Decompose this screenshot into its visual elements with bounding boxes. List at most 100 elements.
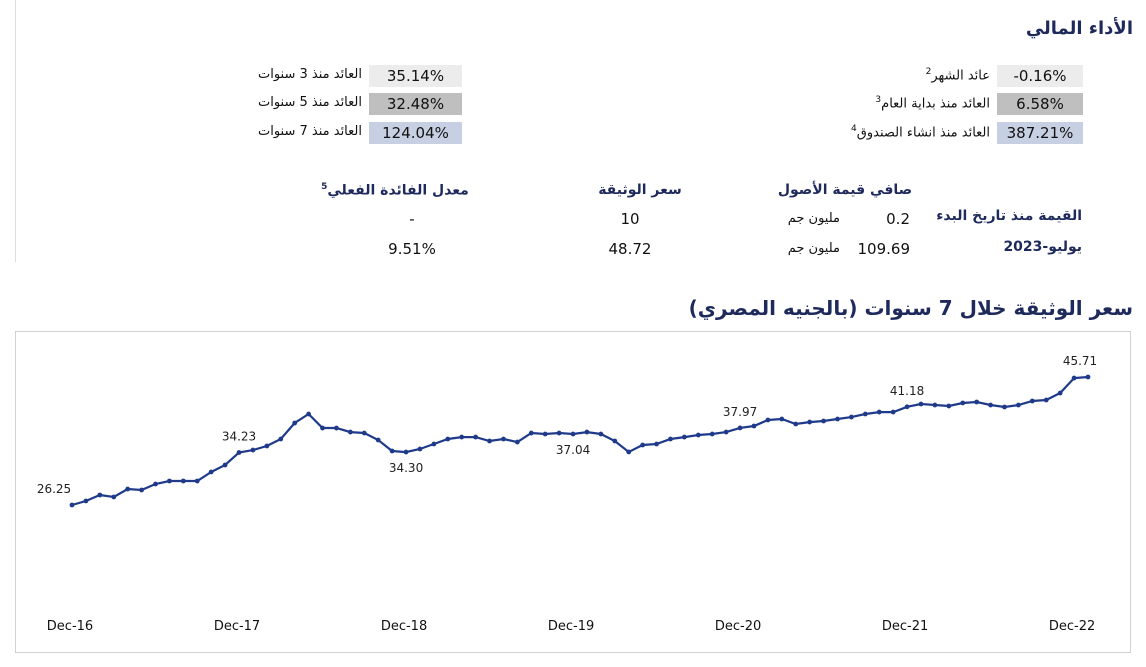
divider bbox=[15, 0, 16, 262]
point bbox=[751, 423, 757, 429]
return-value: 6.58% bbox=[997, 93, 1083, 115]
point bbox=[765, 417, 771, 423]
section-title: الأداء المالي bbox=[1025, 18, 1133, 39]
rate: 9.51% bbox=[388, 240, 436, 258]
point bbox=[626, 449, 632, 455]
x-tick-label: Dec-22 bbox=[1049, 619, 1095, 634]
return-value: 124.04% bbox=[369, 122, 462, 144]
data-label: 41.18 bbox=[890, 384, 924, 398]
point bbox=[194, 478, 200, 484]
return-label: العائد منذ انشاء الصندوق4 bbox=[851, 124, 990, 141]
point bbox=[292, 420, 298, 426]
nav-unit: مليون جم bbox=[787, 241, 840, 256]
point bbox=[890, 409, 896, 415]
point bbox=[681, 434, 687, 440]
nav-header: صافي قيمة الأصول bbox=[777, 182, 913, 198]
x-tick-label: Dec-21 bbox=[882, 619, 928, 634]
nav-header: سعر الوثيقة bbox=[598, 182, 682, 198]
point bbox=[180, 478, 186, 484]
point bbox=[1085, 374, 1091, 380]
point bbox=[668, 436, 673, 442]
point bbox=[862, 411, 868, 417]
point bbox=[640, 442, 646, 448]
point bbox=[946, 403, 952, 409]
data-label: 37.97 bbox=[723, 405, 757, 419]
point bbox=[1002, 404, 1007, 410]
return-label: العائد منذ بداية العام3 bbox=[875, 95, 990, 112]
data-label: 34.23 bbox=[222, 430, 256, 444]
x-tick-label: Dec-17 bbox=[214, 619, 260, 634]
point bbox=[320, 425, 325, 431]
return-value: 32.48% bbox=[369, 93, 462, 115]
data-label: 45.71 bbox=[1063, 354, 1097, 368]
return-label: العائد منذ 3 سنوات bbox=[257, 67, 362, 82]
x-tick-label: Dec-16 bbox=[47, 619, 93, 634]
point bbox=[542, 431, 548, 437]
point bbox=[1057, 390, 1063, 396]
point bbox=[779, 416, 785, 422]
point bbox=[167, 478, 172, 484]
point bbox=[821, 418, 826, 424]
return-label: العائد منذ 7 سنوات bbox=[257, 124, 362, 139]
chart-title: سعر الوثيقة خلال 7 سنوات (بالجنيه المصري… bbox=[688, 296, 1133, 320]
x-tick-label: Dec-20 bbox=[715, 619, 761, 634]
point bbox=[556, 430, 562, 436]
row-label: يوليو-2023 bbox=[1003, 239, 1082, 255]
point bbox=[835, 416, 840, 422]
point bbox=[83, 498, 89, 504]
point bbox=[1016, 402, 1021, 408]
point bbox=[988, 402, 993, 408]
point bbox=[111, 494, 117, 500]
point bbox=[264, 443, 270, 449]
x-tick-label: Dec-19 bbox=[548, 619, 594, 634]
point bbox=[250, 447, 256, 453]
point bbox=[208, 469, 214, 475]
point bbox=[598, 431, 604, 437]
chart-frame bbox=[15, 331, 1131, 653]
point bbox=[1071, 375, 1077, 381]
point bbox=[793, 421, 799, 427]
point bbox=[848, 414, 854, 420]
point bbox=[347, 429, 353, 435]
point bbox=[501, 436, 506, 442]
point bbox=[932, 402, 938, 408]
data-label: 26.25 bbox=[37, 482, 71, 496]
x-tick-label: Dec-18 bbox=[381, 619, 427, 634]
point bbox=[278, 436, 284, 442]
point bbox=[737, 425, 743, 431]
point bbox=[403, 449, 409, 455]
price: 48.72 bbox=[608, 240, 652, 258]
point bbox=[807, 419, 813, 425]
point bbox=[361, 430, 367, 436]
point bbox=[584, 429, 590, 435]
row-label: القيمة منذ تاريخ البدء bbox=[936, 208, 1082, 224]
point bbox=[222, 462, 228, 468]
point bbox=[654, 441, 659, 447]
point bbox=[375, 437, 381, 443]
point bbox=[306, 411, 312, 417]
point bbox=[236, 450, 242, 455]
nav-header: معدل الفائدة الفعلي5 bbox=[321, 182, 469, 199]
point bbox=[723, 429, 729, 435]
return-value: -0.16% bbox=[997, 65, 1083, 87]
point bbox=[709, 431, 715, 437]
point bbox=[918, 401, 924, 407]
point bbox=[125, 486, 131, 492]
point bbox=[417, 446, 423, 452]
data-label: 34.30 bbox=[389, 461, 423, 475]
return-value: 35.14% bbox=[369, 65, 462, 87]
return-value: 387.21% bbox=[997, 122, 1083, 144]
return-label: العائد منذ 5 سنوات bbox=[257, 95, 362, 110]
point bbox=[1029, 398, 1035, 404]
point bbox=[570, 431, 576, 437]
point bbox=[445, 436, 451, 442]
return-label: عائد الشهر2 bbox=[925, 67, 990, 84]
point bbox=[876, 409, 882, 415]
point bbox=[139, 487, 144, 493]
point bbox=[431, 441, 437, 447]
point bbox=[904, 404, 910, 410]
point bbox=[459, 434, 465, 440]
nav-value: 0.2 bbox=[886, 210, 910, 228]
point bbox=[960, 400, 966, 406]
